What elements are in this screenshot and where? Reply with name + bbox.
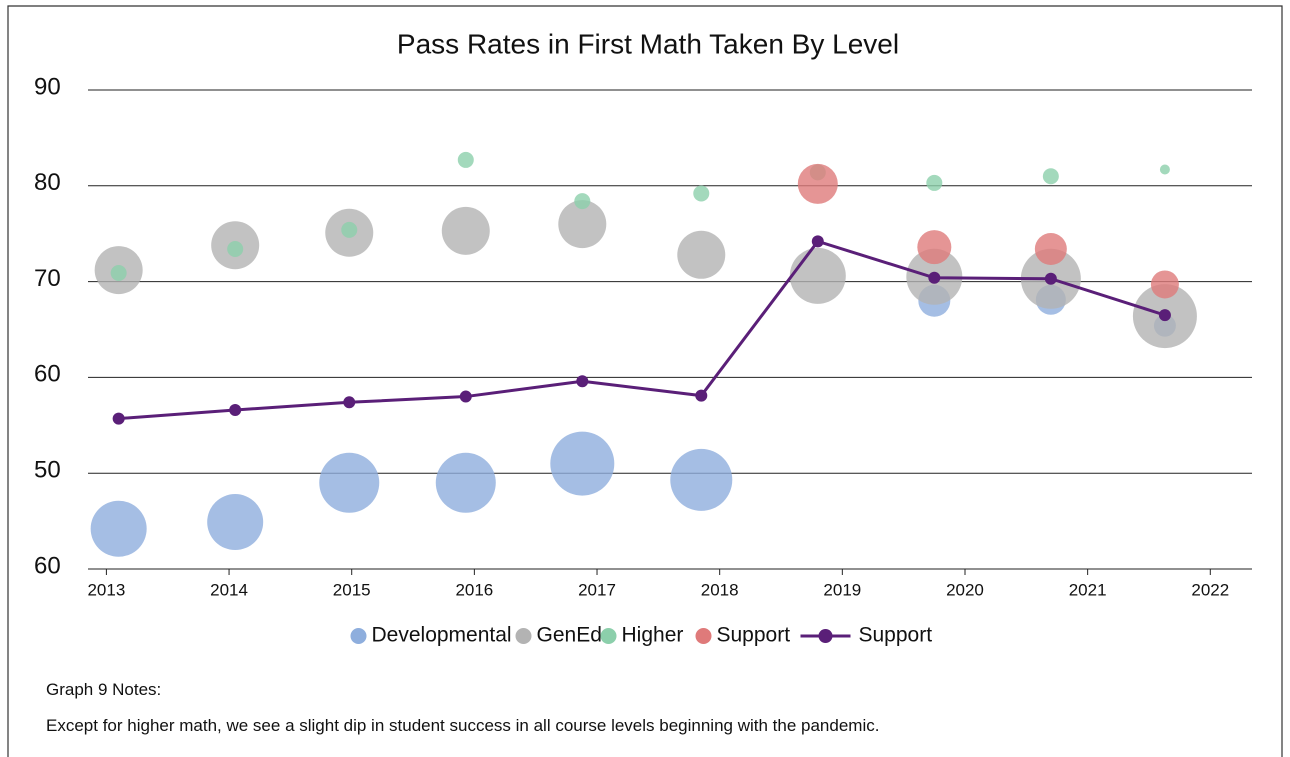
- line-point: [695, 389, 708, 402]
- y-tick-label: 60: [34, 552, 61, 579]
- x-tick-label: 2020: [946, 580, 984, 599]
- x-tick-label: 2019: [823, 580, 861, 599]
- x-tick-label: 2022: [1191, 580, 1229, 599]
- bubble: [670, 448, 733, 511]
- bubble: [227, 241, 244, 258]
- bubble: [574, 193, 591, 210]
- line-point: [112, 412, 125, 425]
- bubble: [1034, 233, 1067, 266]
- line-point: [928, 271, 941, 284]
- bubble: [1159, 164, 1170, 175]
- bubble: [110, 264, 127, 281]
- x-tick-label: 2013: [87, 580, 125, 599]
- y-tick-label: 70: [34, 265, 61, 292]
- legend-label: GenEd: [537, 624, 602, 647]
- line-point: [1044, 272, 1057, 285]
- bubble: [341, 221, 358, 238]
- notes-heading: Graph 9 Notes:: [46, 680, 162, 699]
- bubble: [90, 500, 147, 557]
- legend-label: Support: [859, 624, 933, 647]
- line-point: [459, 390, 472, 403]
- legend-marker: [350, 628, 367, 644]
- bubble: [926, 174, 943, 191]
- bubble: [319, 452, 380, 513]
- x-tick-label: 2015: [333, 580, 371, 599]
- notes-text: Except for higher math, we see a slight …: [46, 716, 880, 735]
- bubble: [550, 431, 615, 496]
- x-tick-label: 2017: [578, 580, 616, 599]
- y-tick-label: 60: [34, 361, 61, 388]
- bubble: [435, 452, 496, 513]
- line-point: [343, 396, 356, 409]
- bubble: [558, 200, 607, 249]
- legend-label: Support: [717, 624, 791, 647]
- line-point: [811, 235, 824, 248]
- legend-marker: [600, 628, 617, 644]
- line-point: [229, 403, 242, 416]
- legend-marker: [695, 628, 712, 644]
- legend-label: Developmental: [372, 624, 512, 647]
- bubble: [677, 230, 726, 279]
- line: [118, 239, 1166, 421]
- bubble: [693, 185, 710, 202]
- x-tick-label: 2018: [701, 580, 739, 599]
- y-tick-label: 80: [34, 169, 61, 196]
- y-tick-label: 50: [34, 457, 61, 484]
- bubble: [789, 247, 846, 304]
- legend-marker: [818, 629, 833, 643]
- legend-label: Higher: [622, 624, 684, 647]
- bubble: [1042, 168, 1059, 185]
- bubble: [797, 163, 838, 204]
- chart-title: Pass Rates in First Math Taken By Level: [397, 28, 899, 59]
- frame: [7, 5, 1283, 757]
- bubble: [207, 494, 264, 551]
- x-tick-label: 2021: [1069, 580, 1107, 599]
- x-tick-label: 2016: [455, 580, 493, 599]
- line-point: [1158, 309, 1171, 322]
- x-tick-label: 2014: [210, 580, 248, 599]
- bubble: [441, 206, 490, 255]
- bubble: [917, 230, 952, 265]
- bubble: [457, 151, 474, 168]
- y-tick-label: 90: [34, 73, 61, 100]
- legend-marker: [515, 628, 532, 644]
- line-point: [576, 375, 589, 388]
- bubble: [1150, 270, 1179, 299]
